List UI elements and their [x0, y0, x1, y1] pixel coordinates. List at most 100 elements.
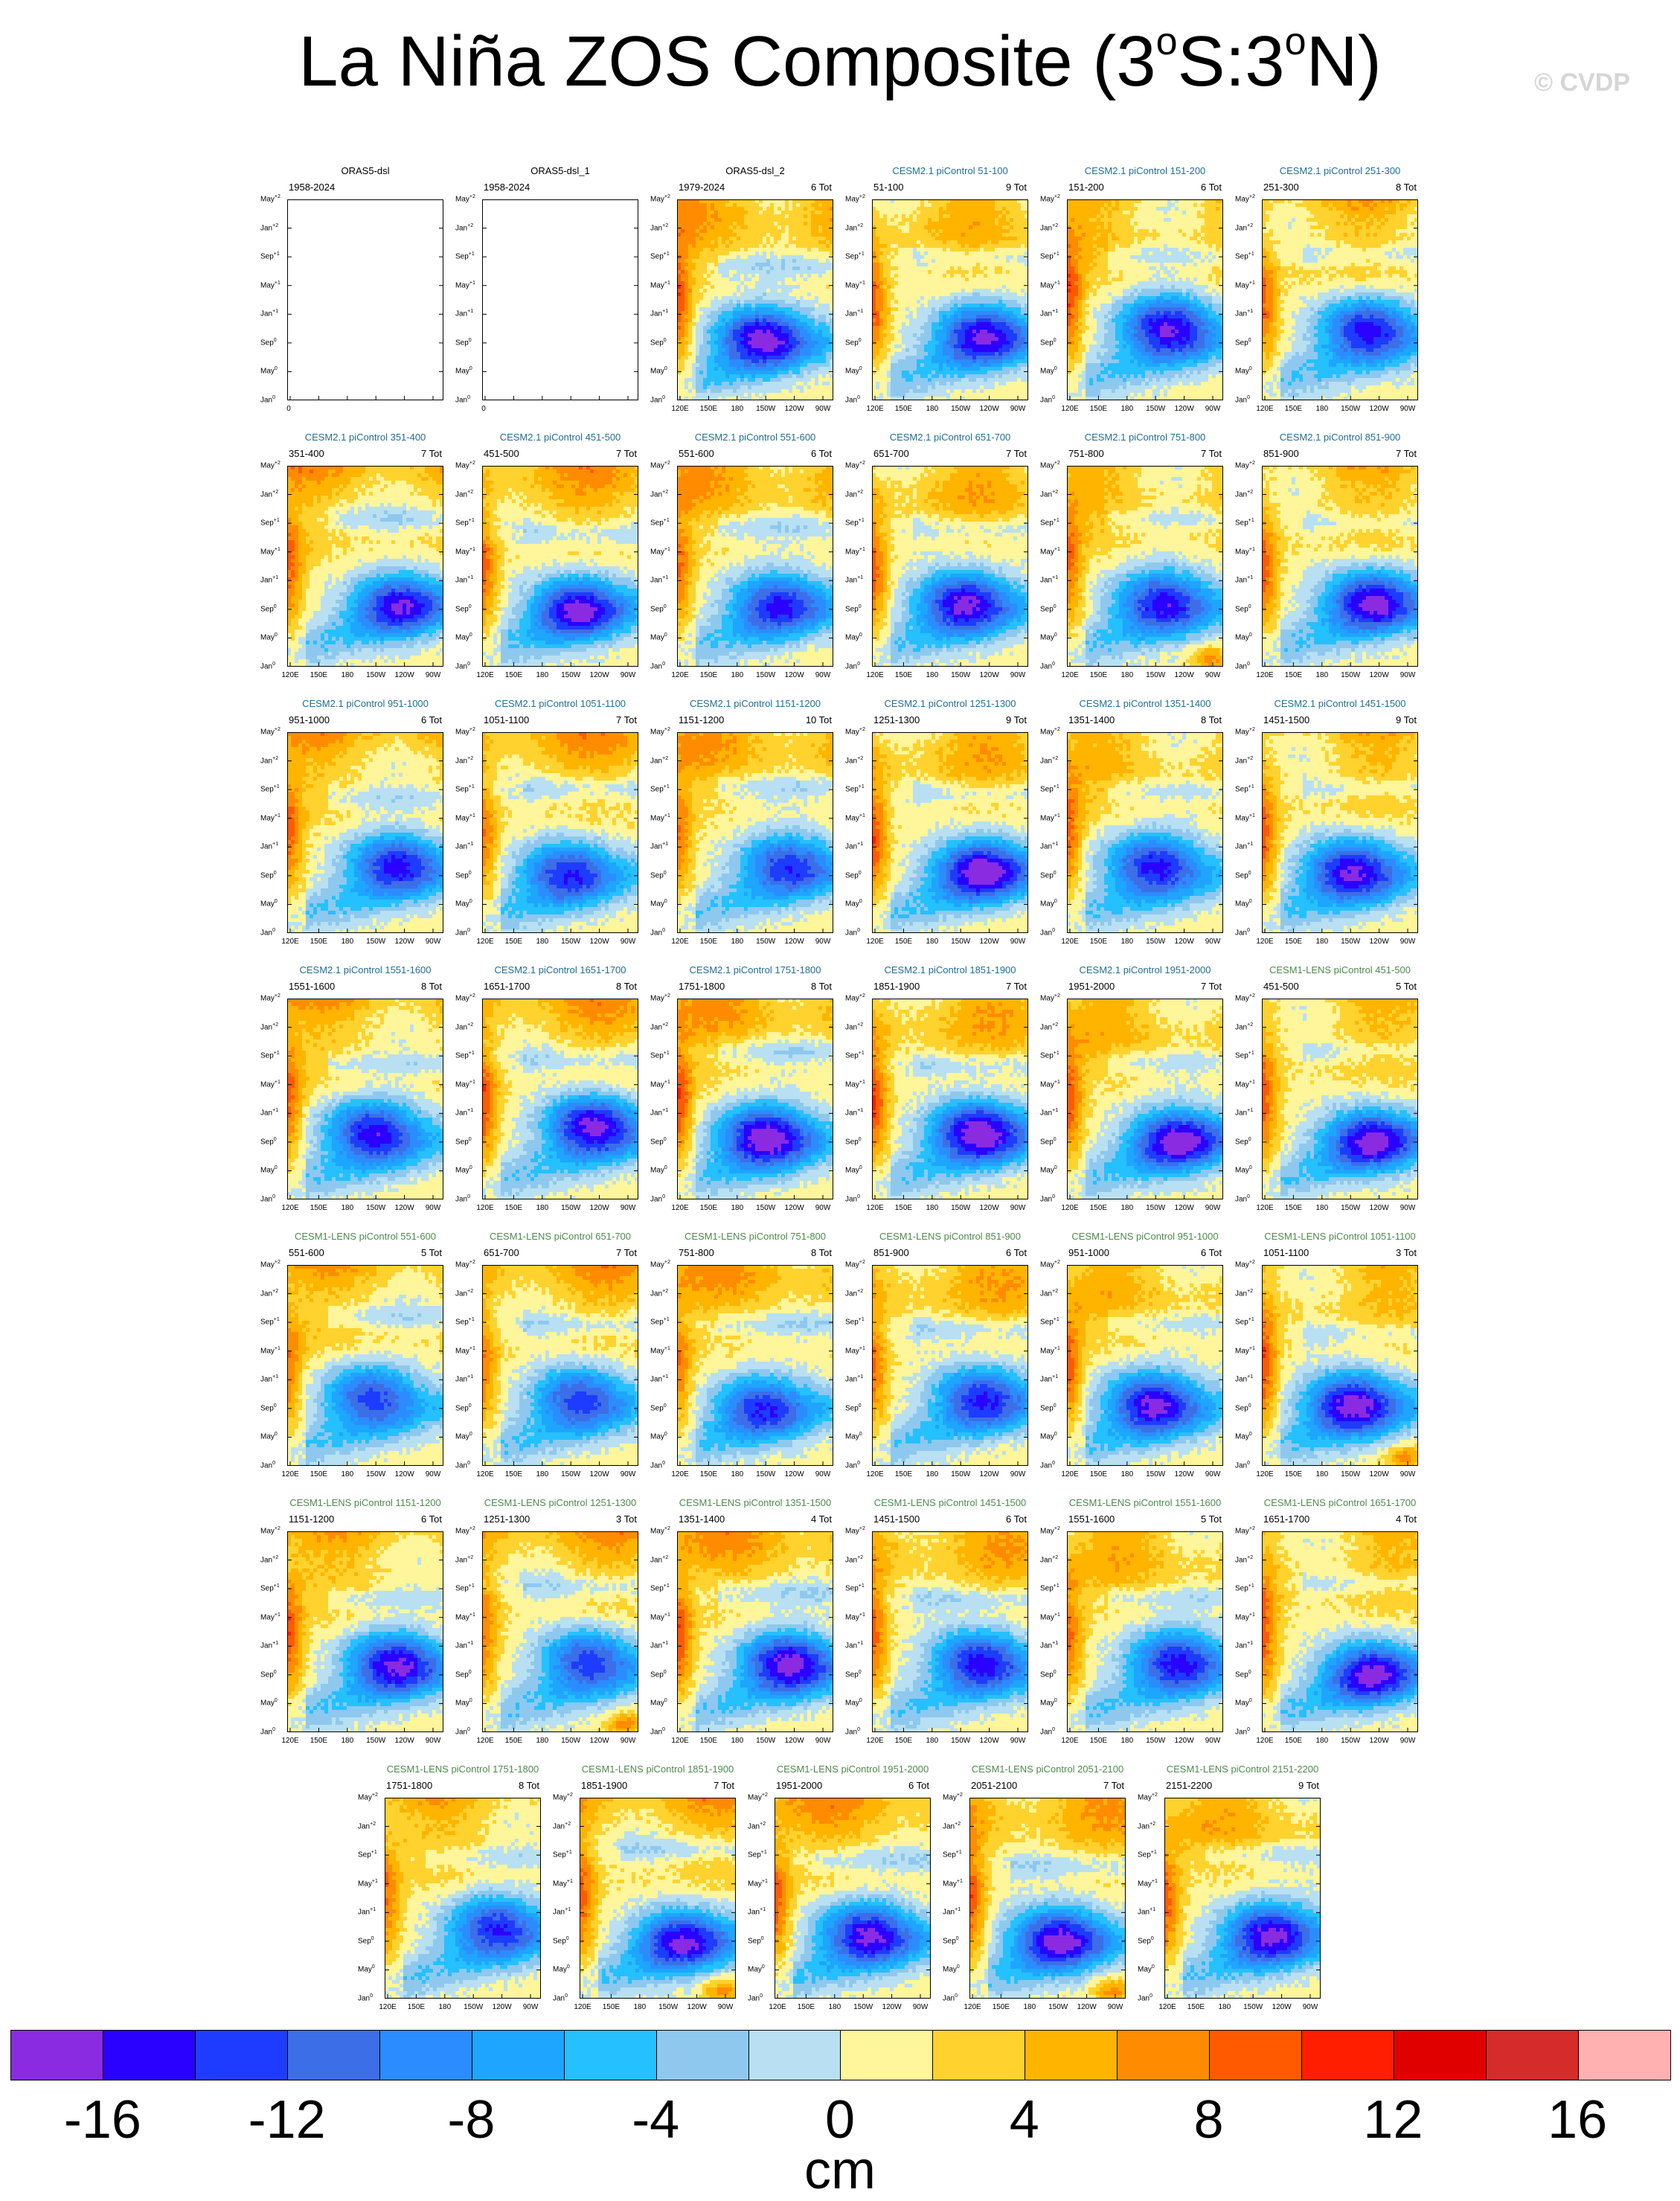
heatmap-cell: [737, 348, 741, 353]
heatmap-cell: [766, 337, 771, 342]
heatmap-cell: [740, 333, 745, 338]
heatmap-cell: [879, 385, 884, 390]
heatmap-cell: [958, 255, 962, 260]
heatmap-cell: [943, 307, 947, 312]
heatmap-cell: [748, 296, 752, 301]
heatmap-cell: [887, 222, 891, 226]
heatmap-cell: [759, 203, 763, 208]
heatmap-cell: [935, 266, 940, 271]
heatmap-cell: [928, 300, 932, 304]
heatmap-cell: [902, 378, 906, 382]
heatmap-cell: [987, 359, 992, 364]
heatmap-cell: [950, 300, 955, 304]
heatmap-cell: [1182, 207, 1187, 211]
heatmap-cell: [909, 315, 914, 319]
heatmap-cell: [958, 263, 962, 267]
heatmap-cell: [804, 237, 808, 241]
heatmap-cell: [1021, 255, 1025, 260]
heatmap-cell: [946, 367, 951, 371]
heatmap-cell: [696, 393, 700, 397]
heatmap-cell: [699, 337, 704, 342]
heatmap-cell: [883, 274, 888, 278]
heatmap-cell: [1006, 382, 1010, 386]
heatmap-cell: [987, 385, 992, 390]
heatmap-cell: [1002, 378, 1007, 382]
heatmap-cell: [917, 389, 921, 394]
heatmap-cell: [748, 211, 752, 215]
heatmap-cell: [1021, 378, 1025, 382]
heatmap-cell: [913, 356, 917, 360]
heatmap-cell: [811, 389, 815, 394]
heatmap-cell: [954, 304, 958, 308]
heatmap-cell: [928, 255, 932, 260]
heatmap-cell: [876, 393, 880, 397]
heatmap-cell: [759, 278, 763, 282]
heatmap-cell: [759, 244, 763, 249]
heatmap-cell: [943, 385, 947, 390]
heatmap-cell: [766, 285, 771, 289]
heatmap-cell: [883, 363, 888, 368]
heatmap-cell: [1013, 330, 1018, 334]
heatmap-cell: [722, 225, 726, 230]
heatmap-cell: [961, 289, 966, 293]
heatmap-cell: [792, 233, 797, 237]
heatmap-cell: [785, 307, 789, 312]
heatmap-cell: [891, 345, 895, 349]
heatmap-cell: [822, 285, 827, 289]
heatmap-cell: [711, 389, 715, 394]
panel-range: 51-100: [873, 182, 903, 193]
heatmap-cell: [699, 367, 704, 371]
heatmap-cell: [822, 278, 827, 282]
heatmap-cell: [681, 289, 685, 293]
heatmap-cell: [1002, 244, 1007, 249]
heatmap-cell: [879, 318, 884, 323]
heatmap-cell: [718, 263, 722, 267]
heatmap-cell: [733, 252, 737, 256]
heatmap-cell: [932, 307, 936, 312]
x-tick-label: 150E: [700, 405, 717, 413]
heatmap-cell: [737, 255, 741, 260]
heatmap-cell: [714, 296, 719, 301]
heatmap-cell: [755, 207, 760, 211]
heatmap-cell: [902, 214, 906, 219]
heatmap-cell: [883, 307, 888, 312]
heatmap-cell: [898, 274, 902, 278]
heatmap-cell: [1017, 371, 1022, 375]
heatmap-cell: [826, 233, 830, 237]
heatmap-cell: [811, 274, 815, 278]
heatmap-cell: [1152, 203, 1157, 208]
heatmap-cell: [725, 322, 730, 327]
heatmap-cell: [818, 363, 823, 368]
heatmap-cell: [958, 244, 962, 249]
heatmap-cell: [792, 304, 797, 308]
heatmap-cell: [703, 248, 708, 252]
heatmap-cell: [800, 259, 804, 263]
heatmap-cell: [792, 333, 797, 338]
heatmap-cell: [928, 333, 932, 338]
heatmap-cell: [770, 330, 775, 334]
heatmap-cell: [946, 330, 951, 334]
heatmap-cell: [928, 385, 932, 390]
heatmap-cell: [939, 371, 943, 375]
heatmap-cell: [815, 300, 819, 304]
heatmap-cell: [763, 211, 767, 215]
heatmap-cell: [954, 378, 958, 382]
heatmap-cell: [950, 352, 955, 356]
heatmap-cell: [748, 259, 752, 263]
heatmap-cell: [1108, 211, 1112, 215]
heatmap-cell: [785, 352, 789, 356]
heatmap-cell: [995, 211, 999, 215]
heatmap-cell: [792, 348, 797, 353]
heatmap-cell: [774, 341, 778, 345]
heatmap-cell: [826, 211, 830, 215]
heatmap-cell: [980, 255, 984, 260]
heatmap-cell: [826, 307, 830, 312]
heatmap-cell: [807, 278, 812, 282]
heatmap-cell: [688, 222, 693, 226]
heatmap-cell: [684, 374, 689, 379]
heatmap-cell: [778, 315, 782, 319]
heatmap-cell: [943, 214, 947, 219]
heatmap-cell: [785, 233, 789, 237]
heatmap-cell: [924, 393, 929, 397]
heatmap-cell: [766, 304, 771, 308]
